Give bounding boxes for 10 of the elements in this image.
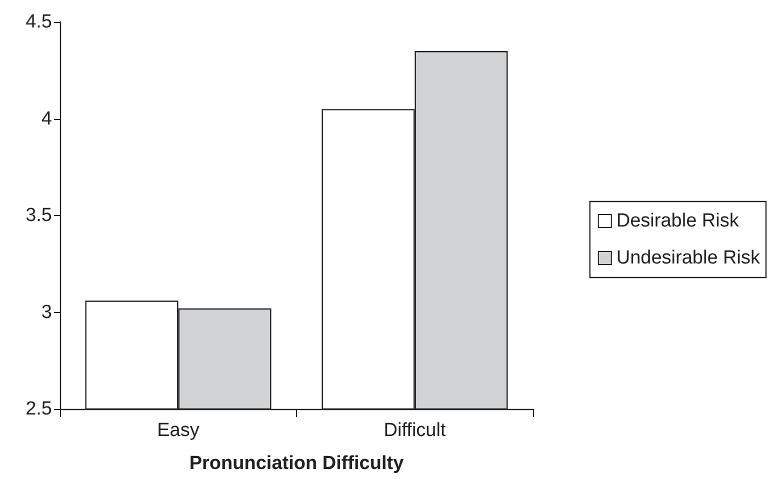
y-tick-label: 3 bbox=[41, 302, 52, 323]
x-tick-label: Easy bbox=[157, 420, 200, 441]
y-tick-label: 4.5 bbox=[26, 12, 52, 32]
legend-label: Undesirable Risk bbox=[616, 248, 760, 268]
legend-label: Desirable Risk bbox=[616, 210, 740, 232]
y-tick-label: 2.5 bbox=[26, 398, 52, 420]
x-axis-title: Pronunciation Difficulty bbox=[189, 453, 404, 474]
y-tick-label: 3.5 bbox=[26, 205, 52, 226]
x-tick-label: Difficult bbox=[384, 420, 446, 441]
y-tick-label: 4 bbox=[41, 108, 52, 130]
